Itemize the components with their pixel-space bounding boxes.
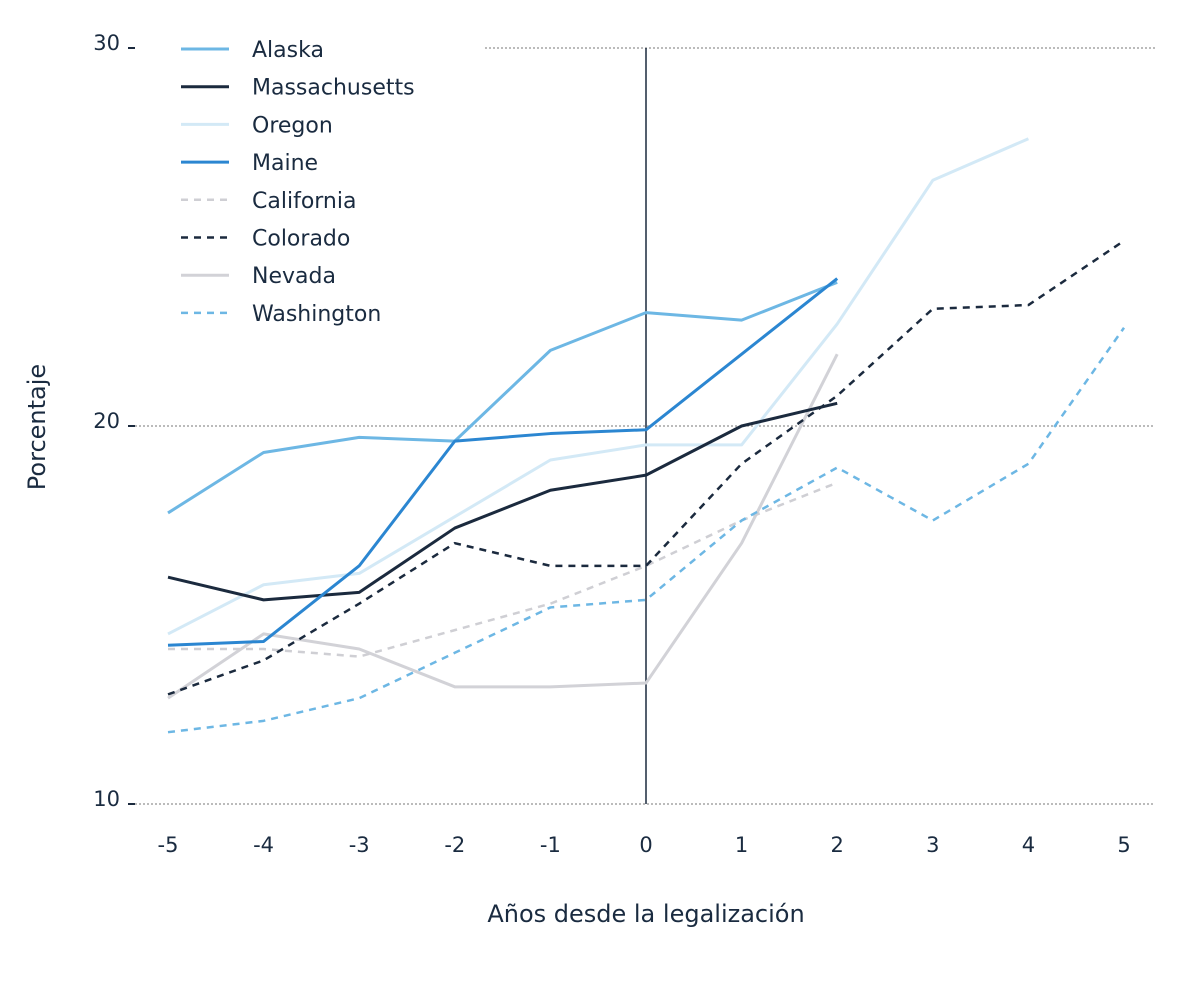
x-tick-label: 2 — [831, 833, 844, 857]
series-line-california — [168, 481, 838, 658]
y-axis-ticks: 30 20 10 — [93, 31, 135, 811]
series-line-washington — [167, 327, 1126, 734]
x-tick-label: -5 — [158, 833, 179, 857]
series-line-colorado — [167, 239, 1125, 696]
series-line-alaska — [167, 280, 838, 515]
y-tick-label: 10 — [93, 787, 120, 811]
x-tick-label: 5 — [1117, 833, 1130, 857]
x-tick-label: 4 — [1022, 833, 1035, 857]
x-tick-label: -4 — [253, 833, 274, 857]
legend-label: Washington — [252, 302, 381, 327]
legend-label: California — [252, 189, 356, 214]
legend-label: Colorado — [252, 227, 350, 252]
x-tick-label: -3 — [349, 833, 370, 857]
y-axis-title: Porcentaje — [23, 364, 51, 490]
legend-label: Nevada — [252, 264, 336, 289]
x-tick-label: 3 — [926, 833, 939, 857]
series-line-massachusetts — [167, 401, 838, 602]
x-tick-label: -1 — [540, 833, 561, 857]
legend-label: Massachusetts — [252, 76, 415, 101]
x-axis-title: Años desde la legalización — [487, 900, 804, 928]
y-tick-label: 20 — [93, 409, 120, 433]
x-tick-label: 1 — [735, 833, 748, 857]
legend-label: Oregon — [252, 113, 333, 138]
series-line-oregon — [167, 137, 1029, 636]
x-tick-label: -2 — [444, 833, 465, 857]
series-line-maine — [167, 277, 839, 647]
legend-label: Alaska — [252, 38, 324, 63]
series-line-nevada — [167, 353, 839, 700]
y-tick-label: 30 — [93, 31, 120, 55]
legend: Alaska Massachusetts Oregon Maine California… — [181, 38, 415, 327]
gridlines — [135, 47, 1155, 805]
series-lines — [167, 137, 1126, 734]
x-tick-label: 0 — [639, 833, 652, 857]
legend-label: Maine — [252, 151, 318, 176]
x-axis-ticks: -5 -4 -3 -2 -1 0 1 2 3 4 5 — [158, 833, 1131, 857]
